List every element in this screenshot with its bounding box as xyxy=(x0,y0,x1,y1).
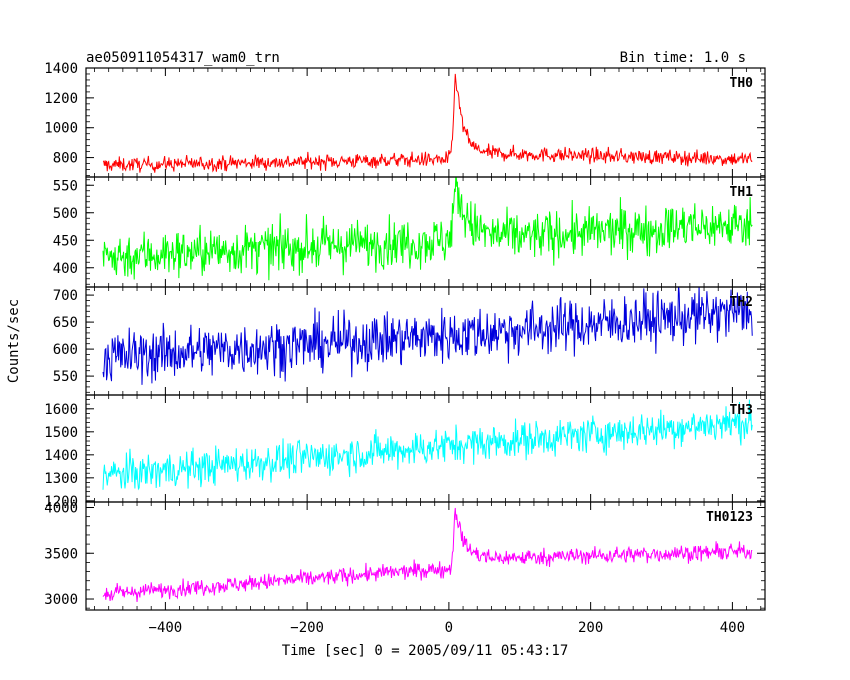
panel-label-th3: TH3 xyxy=(730,403,753,418)
series-line-th2 xyxy=(102,287,753,385)
x-tick-label: 400 xyxy=(720,620,745,636)
series-line-th0123 xyxy=(102,507,753,603)
y-tick-label: 550 xyxy=(53,178,78,194)
panel-th0: 800 1000 1200 1400 TH0 xyxy=(44,61,766,178)
y-tick-label: 1200 xyxy=(44,494,78,510)
x-tick-label: −200 xyxy=(290,620,324,636)
panel-label-th0: TH0 xyxy=(730,76,754,91)
chart-title: ae050911054317_wam0_trn xyxy=(86,50,280,66)
panel-label-th1: TH1 xyxy=(730,185,754,200)
y-tick-label: 650 xyxy=(53,315,78,331)
bin-time-label: Bin time: 1.0 s xyxy=(620,50,746,66)
y-tick-label: 1300 xyxy=(44,471,78,487)
y-tick-label: 3500 xyxy=(44,546,78,562)
y-tick-label: 1200 xyxy=(44,91,78,107)
y-tick-label: 450 xyxy=(53,233,78,249)
series-line-th0 xyxy=(102,73,753,173)
panel-label-th2: TH2 xyxy=(730,295,753,310)
panels: 800 1000 1200 1400 TH0 400 450 500 550 TH1 550 600 6… xyxy=(44,61,766,636)
y-tick-label: 600 xyxy=(53,342,78,358)
panel-th3: 1200 1300 1400 1500 1600 TH3 xyxy=(44,394,766,510)
panel-th2: 550 600 650 700 TH2 xyxy=(53,286,766,396)
x-tick-label: 200 xyxy=(578,620,603,636)
x-axis-title: Time [sec] 0 = 2005/09/11 05:43:17 xyxy=(282,643,569,659)
y-tick-label: 800 xyxy=(53,151,78,167)
panel-label-th0123: TH0123 xyxy=(706,510,753,525)
y-tick-label: 500 xyxy=(53,206,78,222)
panel-frame xyxy=(85,176,766,288)
y-tick-label: 1400 xyxy=(44,61,78,77)
series-line-th1 xyxy=(102,177,753,281)
series-line-th3 xyxy=(102,399,753,491)
y-tick-label: 1500 xyxy=(44,425,78,441)
y-tick-label: 550 xyxy=(53,369,78,385)
panel-th1: 400 450 500 550 TH1 xyxy=(53,176,766,288)
panel-frame xyxy=(85,501,766,611)
y-tick-label: 4000 xyxy=(44,500,78,516)
y-tick-label: 3000 xyxy=(44,592,78,608)
y-tick-label: 1400 xyxy=(44,448,78,464)
y-axis-title: Counts/sec xyxy=(6,299,22,383)
y-tick-label: 1600 xyxy=(44,402,78,418)
y-tick-label: 1000 xyxy=(44,121,78,137)
panel-th0123: 3000 3500 4000 TH0123 xyxy=(44,500,766,611)
y-tick-label: 400 xyxy=(53,261,78,277)
x-tick-label: −400 xyxy=(149,620,183,636)
x-tick-label: 0 xyxy=(445,620,453,636)
y-tick-label: 700 xyxy=(53,288,78,304)
